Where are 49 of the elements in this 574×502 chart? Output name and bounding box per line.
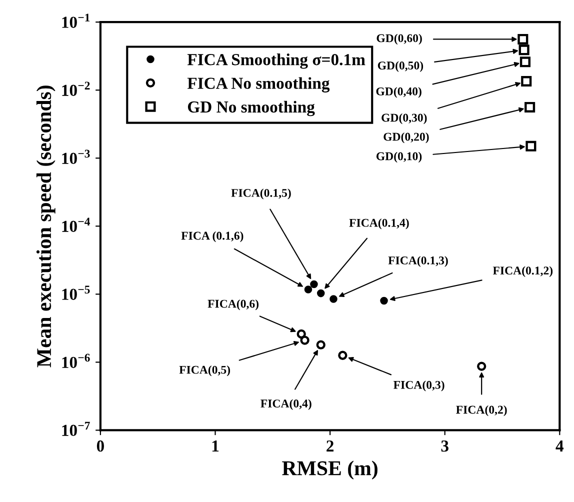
annotation: GD(0,60)	[376, 34, 422, 45]
annotation: FICA(0,2)	[456, 405, 507, 416]
legend-label: FICA No smoothing	[187, 77, 330, 92]
annotation: FICA(0,6)	[208, 299, 259, 310]
annotation: GD(0,20)	[384, 132, 429, 144]
point	[330, 295, 338, 303]
annotation: FICA(0.1,2)	[492, 266, 553, 277]
y-tick-label: 10$^{−2}$	[62, 82, 90, 96]
point	[380, 296, 388, 305]
x-tick-label: 3	[441, 440, 448, 452]
y-tick-label: 10$^{−7}$	[62, 422, 90, 436]
y-tick-label: 10$^{−5}$	[62, 286, 90, 300]
point	[520, 56, 530, 68]
point	[316, 289, 325, 298]
legend-label: GD No smoothing	[188, 100, 315, 116]
point	[296, 329, 306, 339]
y-tick-label: 10$^{−6}$	[62, 354, 90, 368]
annotation: GD(0,10)	[376, 152, 422, 163]
point	[300, 336, 310, 345]
annotation: GD(0,40)	[376, 87, 422, 98]
point	[310, 280, 318, 288]
annotation: FICA(0,4)	[260, 399, 312, 410]
point	[316, 340, 326, 350]
point	[524, 102, 536, 113]
annotation: FICA(0.1,3)	[388, 256, 448, 267]
annotation: FICA(0,3)	[394, 380, 444, 392]
legend-label: FICA Smoothing σ=0.1m	[187, 54, 366, 69]
y-tick-label: 10$^{−1}$	[62, 14, 90, 28]
y-tick-label: 10$^{−3}$	[62, 150, 90, 164]
point	[526, 140, 536, 152]
point	[338, 350, 348, 360]
point	[521, 76, 532, 87]
y-axis-title: Mean execution speed (seconds)	[36, 86, 56, 368]
annotation: GD(0,30)	[382, 113, 427, 124]
point	[477, 362, 486, 371]
x-tick-label: 4	[556, 440, 564, 452]
x-tick-label: 2	[326, 440, 334, 452]
annotation: FICA(0,5)	[179, 365, 230, 376]
annotation: FICA(0.1,4)	[349, 218, 409, 230]
annotation: FICA(0.1,5)	[231, 188, 291, 200]
point	[304, 286, 312, 294]
y-tick-label: 10$^{−4}$	[62, 218, 90, 232]
annotation: FICA (0.1,6)	[181, 231, 244, 242]
point	[518, 34, 528, 44]
x-tick-label: 1	[212, 440, 219, 452]
x-tick-label: 0	[96, 440, 104, 452]
annotation: GD(0,50)	[378, 61, 424, 72]
point	[518, 44, 530, 56]
x-axis-title: RMSE (m)	[282, 460, 378, 480]
